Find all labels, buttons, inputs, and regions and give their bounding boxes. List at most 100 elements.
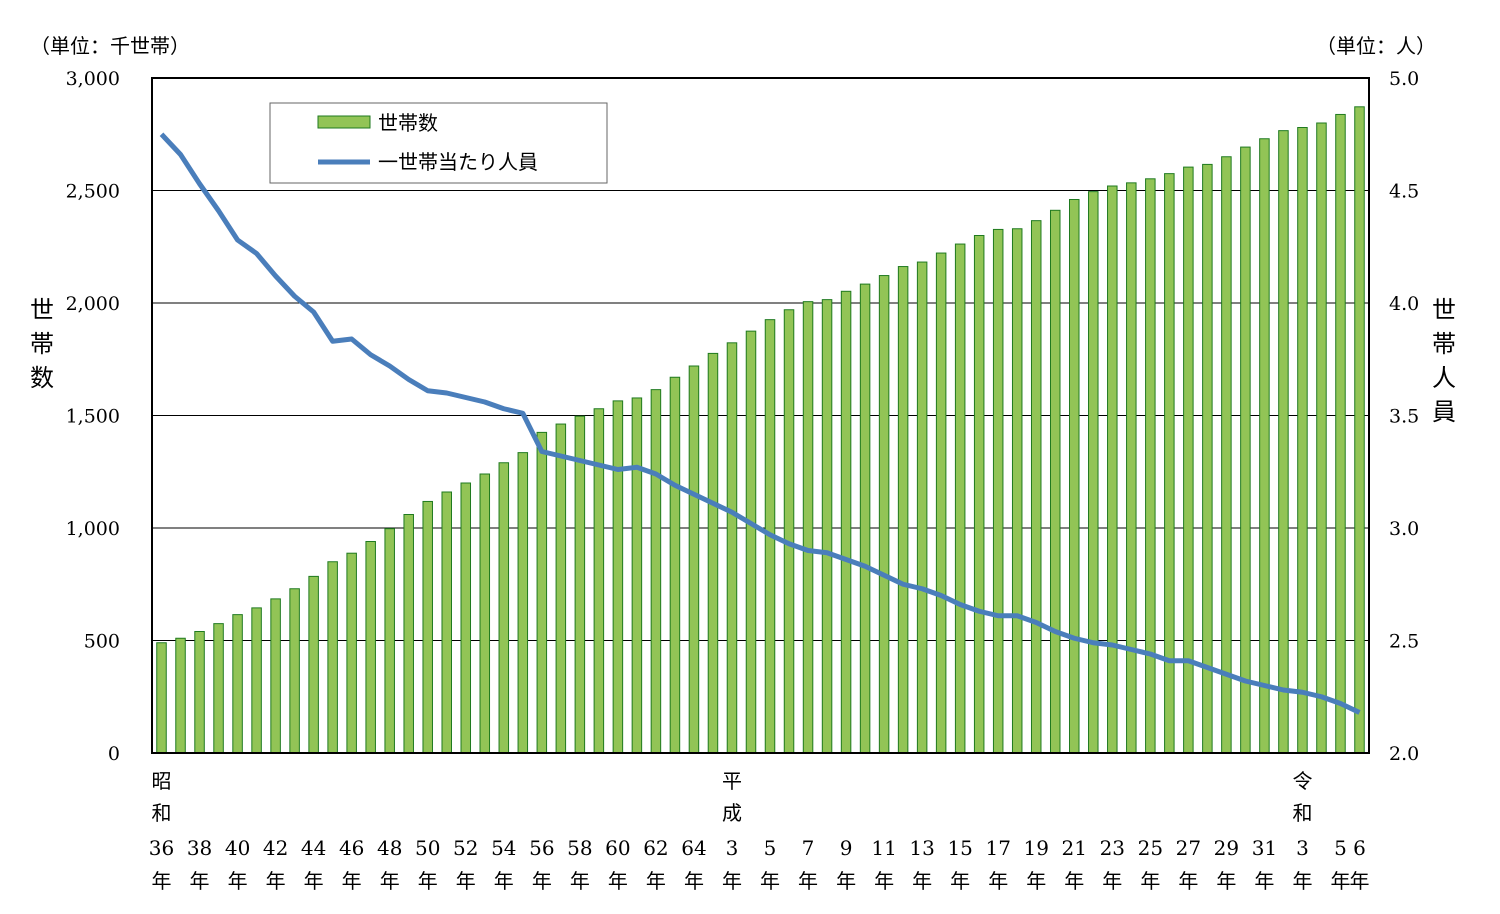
bar	[1259, 138, 1270, 754]
x-tick-suffix: 年	[418, 869, 438, 893]
bar	[365, 541, 376, 754]
left-tick-label: 3,000	[66, 68, 120, 90]
bar	[441, 491, 452, 754]
bar	[194, 631, 205, 754]
axis-title-char: 員	[1432, 398, 1456, 426]
x-tick-number: 9	[840, 836, 853, 860]
left-tick-label: 1,500	[66, 406, 120, 428]
era-label-char: 昭	[152, 769, 172, 793]
bar	[802, 301, 814, 754]
x-tick-suffix: 年	[266, 869, 286, 893]
bar	[1049, 209, 1061, 754]
x-tick-number: 56	[529, 836, 554, 860]
bar	[726, 342, 738, 754]
x-tick-number: 27	[1176, 836, 1201, 860]
bar	[1145, 178, 1156, 754]
x-tick-number: 17	[985, 836, 1010, 860]
bar	[821, 299, 833, 754]
x-tick-number: 15	[947, 836, 972, 860]
x-tick-number: 31	[1252, 836, 1277, 860]
axis-title-char: 世	[1432, 296, 1456, 324]
x-tick-number: 25	[1138, 836, 1163, 860]
right-tick-label: 4.5	[1389, 181, 1419, 203]
x-tick-number: 5	[1334, 836, 1347, 860]
bar	[460, 482, 472, 754]
bar	[688, 365, 700, 754]
x-tick-suffix: 年	[1330, 869, 1350, 893]
x-axis-labels: 36年38年40年42年44年46年48年50年52年54年56年58年60年6…	[149, 836, 1370, 893]
x-tick-suffix: 年	[342, 869, 362, 893]
bar	[1240, 146, 1251, 754]
x-tick-number: 50	[415, 836, 440, 860]
x-tick-number: 5	[764, 836, 777, 860]
x-tick-number: 44	[301, 836, 326, 860]
x-tick-suffix: 年	[874, 869, 894, 893]
bar	[251, 607, 262, 754]
bar	[175, 637, 186, 754]
bar	[707, 352, 719, 754]
x-tick-number: 13	[909, 836, 934, 860]
bar	[1297, 127, 1308, 754]
x-tick-suffix: 年	[1349, 869, 1369, 893]
x-tick-number: 60	[605, 836, 630, 860]
left-unit-label: （単位：千世帯）	[30, 34, 190, 58]
bar	[992, 228, 1004, 754]
bar	[346, 552, 357, 754]
bar	[612, 400, 624, 754]
bar	[1030, 220, 1042, 754]
left-tick-label: 2,500	[66, 181, 120, 203]
right-tick-label: 2.5	[1389, 631, 1419, 653]
persons-line	[159, 132, 1361, 715]
plot-border	[151, 77, 1370, 754]
bar	[973, 235, 985, 754]
x-tick-suffix: 年	[228, 869, 248, 893]
era-label-char: 平	[722, 769, 742, 793]
x-tick-suffix: 年	[1140, 869, 1160, 893]
right-tick-label: 4.0	[1389, 293, 1419, 315]
bar	[1354, 106, 1365, 754]
bar	[916, 261, 928, 754]
bar	[897, 266, 909, 754]
x-tick-number: 42	[263, 836, 288, 860]
bar	[1107, 185, 1118, 754]
bar	[745, 330, 757, 754]
x-tick-number: 64	[681, 836, 706, 860]
x-tick-suffix: 年	[570, 869, 590, 893]
legend-bar-swatch	[317, 115, 371, 129]
x-tick-number: 19	[1024, 836, 1049, 860]
left-tick-label: 0	[108, 743, 120, 765]
x-tick-number: 54	[491, 836, 516, 860]
bar	[555, 423, 567, 754]
x-tick-suffix: 年	[1216, 869, 1236, 893]
x-tick-number: 23	[1100, 836, 1125, 860]
x-tick-number: 46	[339, 836, 364, 860]
era-label-char: 令	[1292, 769, 1312, 793]
x-tick-suffix: 年	[950, 869, 970, 893]
axis-title-char: 世	[30, 296, 54, 324]
bar	[270, 598, 281, 754]
x-tick-number: 11	[871, 836, 896, 860]
x-tick-number: 29	[1214, 836, 1239, 860]
bar	[574, 415, 586, 754]
bar	[1069, 199, 1080, 754]
legend-line-label: 一世帯当たり人員	[378, 150, 538, 174]
bar	[1126, 182, 1137, 754]
x-tick-suffix: 年	[646, 869, 666, 893]
legend: 世帯数 一世帯当たり人員	[269, 102, 608, 184]
x-tick-number: 40	[225, 836, 250, 860]
x-tick-number: 3	[726, 836, 739, 860]
x-tick-number: 52	[453, 836, 478, 860]
x-tick-suffix: 年	[152, 869, 172, 893]
x-tick-number: 7	[802, 836, 815, 860]
bar	[593, 408, 605, 754]
x-tick-number: 48	[377, 836, 402, 860]
x-tick-suffix: 年	[494, 869, 514, 893]
axis-title-char: 帯	[1432, 330, 1456, 358]
bar	[1221, 156, 1232, 754]
x-tick-suffix: 年	[684, 869, 704, 893]
x-tick-suffix: 年	[1292, 869, 1312, 893]
era-label-char: 和	[1292, 801, 1312, 825]
bar	[289, 588, 300, 754]
bar-series-households	[156, 106, 1365, 754]
